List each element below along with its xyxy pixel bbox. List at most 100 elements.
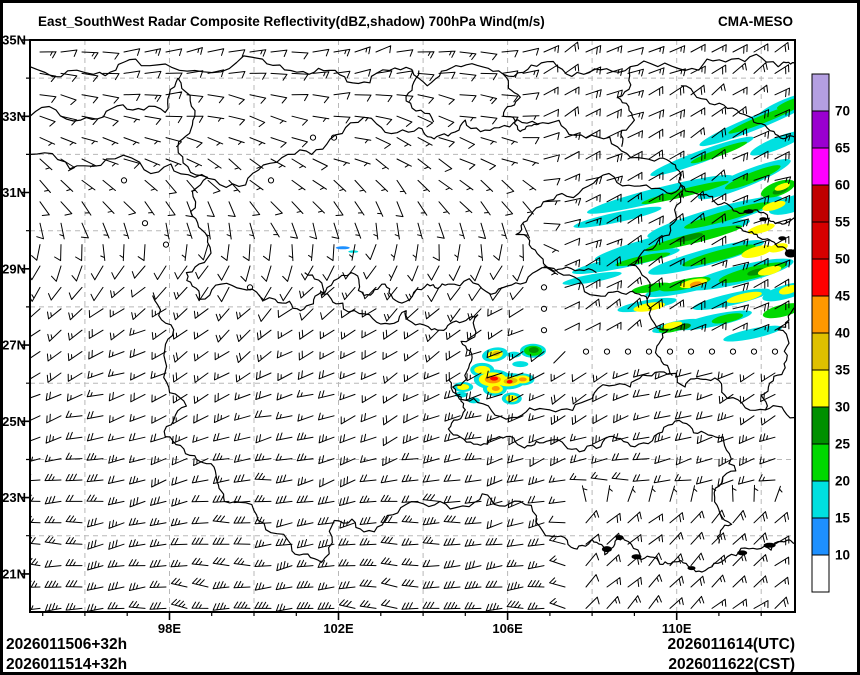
colorbar-label: 55 — [835, 215, 851, 230]
calm-wind-circle — [246, 284, 254, 291]
axes-layer: 98E 102E 106E 110E 35N 33N 31N 29N 27N 25N 23N 21N — [2, 33, 762, 636]
radar-reflectivity-layer — [335, 92, 795, 405]
province-boundary — [447, 314, 724, 453]
province-boundary — [515, 211, 597, 274]
calm-wind-circle — [540, 305, 548, 312]
radar-cell-c15 — [506, 351, 521, 358]
radar-cell-c30 — [662, 321, 683, 329]
colorbar-label: 30 — [835, 400, 850, 415]
wind-barbs-layer — [30, 41, 792, 612]
radar-cell-c30 — [757, 265, 782, 276]
calm-wind-circle — [141, 220, 149, 227]
colorbar-block — [811, 517, 830, 556]
calm-wind-circle — [687, 348, 695, 355]
colorbar-block — [811, 554, 830, 593]
init-time-run2: 2026011514+32h — [6, 656, 127, 673]
radar-cell-c30 — [726, 291, 762, 304]
colorbar-block — [811, 258, 830, 297]
calm-wind-circle — [120, 177, 128, 184]
coast-landmark — [743, 209, 754, 214]
radar-cell-c15 — [723, 325, 783, 342]
radar-cell-c15 — [587, 175, 733, 214]
radar-cell-c30 — [741, 245, 773, 258]
valid-time-cst: 2026011622(CST) — [668, 656, 795, 673]
radar-cell-c10 — [335, 246, 350, 250]
colorbar-block — [811, 221, 830, 260]
colorbar-label: 10 — [835, 548, 850, 563]
radar-cell-c30 — [762, 200, 786, 211]
radar-cell-c25 — [675, 233, 703, 242]
colorbar-block — [811, 295, 830, 334]
y-tick-label: 31N — [2, 185, 26, 200]
colorbar-block — [811, 332, 830, 371]
colorbar-label: 50 — [835, 252, 850, 267]
calm-wind-circle — [162, 241, 170, 248]
y-tick-label: 25N — [2, 414, 26, 429]
province-boundary — [405, 70, 435, 123]
coast-landmark — [631, 554, 642, 560]
radar-cell-c20 — [684, 202, 771, 229]
radar-cell-c15 — [768, 193, 795, 215]
valid-time-utc: 2026011614(UTC) — [667, 636, 795, 653]
y-tick-label: 35N — [2, 33, 26, 48]
radar-cell-c20 — [631, 282, 672, 294]
radar-cell-c40 — [491, 386, 500, 391]
calm-wind-circle — [309, 134, 317, 141]
calm-wind-circle — [624, 348, 632, 355]
calm-wind-circle — [603, 348, 611, 355]
calm-wind-circle — [267, 177, 275, 184]
radar-cell-c20 — [711, 313, 744, 324]
calm-wind-circle — [750, 348, 758, 355]
colorbar-block — [811, 369, 830, 408]
axis-tick-minor — [26, 77, 762, 616]
coast-landmark — [601, 546, 612, 553]
radar-cell-c45 — [490, 376, 499, 381]
radar-cell-c20 — [728, 102, 795, 134]
colorbar-block — [811, 480, 830, 519]
province-boundary — [448, 266, 648, 300]
calm-wind-circle — [666, 348, 674, 355]
colorbar-label: 45 — [835, 289, 851, 304]
coast-landmark — [687, 566, 696, 571]
radar-cell-c20 — [776, 96, 795, 110]
colorbar-label: 65 — [835, 141, 851, 156]
province-boundary — [30, 53, 795, 87]
coast-landmark — [737, 550, 748, 556]
x-tick-label: 110E — [662, 621, 692, 636]
colorbar-block — [811, 406, 830, 445]
calm-wind-circle — [708, 348, 716, 355]
coast-landmark — [763, 542, 776, 548]
province-boundary — [152, 295, 572, 563]
calm-wind-circle — [540, 284, 548, 291]
radar-cell-c40 — [689, 281, 702, 287]
colorbar: 70 65 60 55 50 45 40 35 30 25 20 15 10 — [811, 73, 851, 593]
radar-cell-c15 — [562, 271, 622, 285]
init-time-run1: 2026011506+32h — [6, 636, 127, 653]
radar-cell-c40 — [518, 377, 527, 382]
colorbar-label: 70 — [835, 104, 850, 119]
colorbar-block — [811, 184, 830, 223]
province-boundary — [30, 116, 682, 188]
colorbar-label: 35 — [835, 363, 851, 378]
province-boundaries-layer — [30, 53, 795, 573]
model-label: CMA-MESO — [718, 14, 793, 29]
radar-cell-c20 — [724, 165, 781, 190]
calm-wind-circle — [771, 348, 779, 355]
colorbar-label: 25 — [835, 437, 851, 452]
radar-cell-c20 — [615, 252, 671, 267]
calm-wind-circle — [330, 134, 338, 141]
colorbar-block — [811, 443, 830, 482]
x-tick-label: 102E — [323, 621, 354, 636]
calm-wind-circle — [540, 327, 548, 334]
calm-wind-circle — [729, 348, 737, 355]
radar-cell-c15 — [750, 130, 795, 156]
colorbar-block — [811, 73, 830, 112]
province-boundary — [646, 299, 673, 377]
radar-cell-c30 — [774, 182, 790, 191]
coast-landmark — [784, 249, 795, 258]
x-tick-label: 106E — [492, 621, 523, 636]
radar-cell-c45 — [506, 379, 513, 384]
